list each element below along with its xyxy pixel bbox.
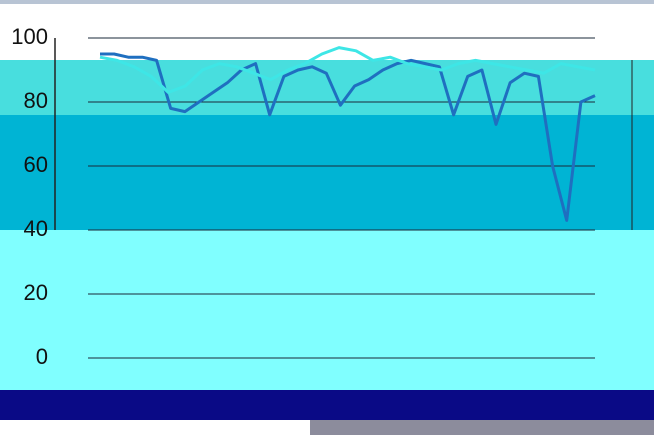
y-tick-label: 0 xyxy=(36,344,48,369)
y-tick-label: 40 xyxy=(24,216,48,241)
y-tick-label: 60 xyxy=(24,152,48,177)
band xyxy=(0,115,654,230)
band xyxy=(0,230,654,390)
y-tick-label: 80 xyxy=(24,88,48,113)
data-line xyxy=(100,52,596,222)
y-tick-label: 100 xyxy=(11,24,48,49)
band xyxy=(310,420,654,435)
y-tick-label: 20 xyxy=(24,280,48,305)
data-line xyxy=(99,46,596,94)
band xyxy=(0,390,654,420)
top-border xyxy=(0,0,654,4)
band xyxy=(0,60,654,115)
